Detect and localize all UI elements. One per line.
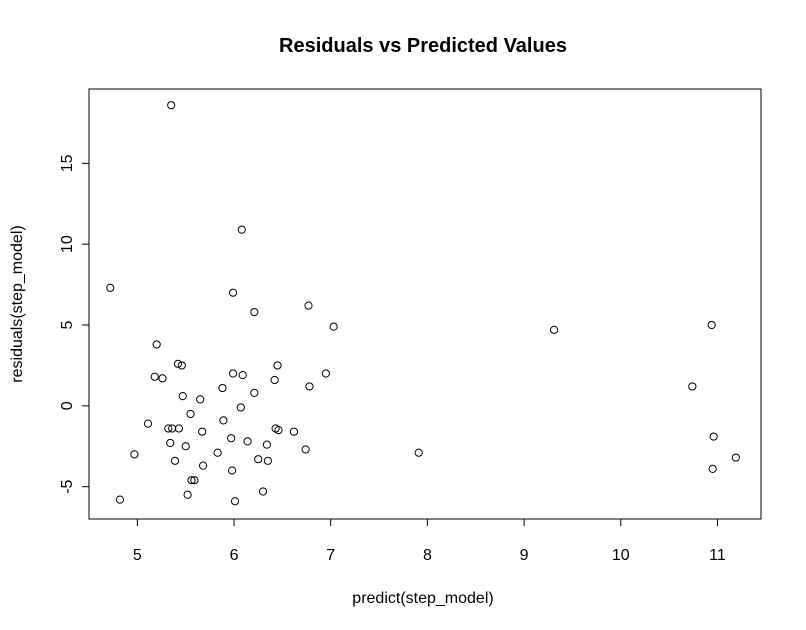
data-point <box>181 442 190 451</box>
data-point <box>115 495 125 504</box>
y-tick-label: 5 <box>59 320 76 329</box>
data-point <box>166 438 175 448</box>
data-point <box>270 375 279 385</box>
data-point <box>262 440 272 449</box>
x-tick-label: 9 <box>520 547 529 564</box>
data-points <box>106 101 740 506</box>
data-point <box>414 448 423 457</box>
data-point <box>190 476 199 485</box>
x-tick-label: 5 <box>133 547 142 564</box>
y-axis-label: residuals(step_model) <box>9 225 26 382</box>
data-point <box>173 359 183 368</box>
data-point <box>228 466 237 475</box>
x-tick-label: 7 <box>326 547 335 564</box>
data-point <box>707 320 716 330</box>
data-point <box>219 416 228 425</box>
data-point <box>305 382 314 391</box>
data-point <box>228 288 238 297</box>
data-point <box>329 322 338 331</box>
x-tick-label: 10 <box>612 547 630 564</box>
data-point <box>263 456 272 465</box>
data-point <box>106 283 115 292</box>
data-point <box>289 427 299 436</box>
data-point <box>258 487 268 496</box>
data-point <box>186 409 195 419</box>
data-point <box>143 419 153 428</box>
data-point <box>250 307 259 317</box>
data-point <box>213 448 222 457</box>
data-point <box>170 456 180 465</box>
plot-area-frame <box>88 88 762 520</box>
data-point <box>274 425 283 435</box>
data-point <box>238 371 247 380</box>
data-point <box>709 432 718 441</box>
chart-title: Residuals vs Predicted Values <box>279 35 567 57</box>
data-point <box>218 383 227 393</box>
data-point <box>273 361 282 370</box>
data-point <box>227 434 236 443</box>
data-point <box>708 464 717 473</box>
data-point <box>230 497 240 506</box>
data-point <box>321 369 330 378</box>
x-tick-label: 11 <box>709 547 726 564</box>
data-point <box>130 450 139 459</box>
data-point <box>198 461 208 470</box>
x-axis: 5 6 7 8 9 10 11 <box>133 518 726 564</box>
data-point <box>243 437 252 446</box>
y-tick-label: 0 <box>59 401 76 410</box>
data-point <box>688 382 697 391</box>
data-point <box>158 374 167 383</box>
data-point <box>164 424 173 433</box>
data-point <box>237 225 246 234</box>
x-tick-label: 6 <box>230 547 239 564</box>
data-point <box>198 427 207 436</box>
x-axis-label: predict(step_model) <box>352 590 493 607</box>
data-point <box>254 455 263 464</box>
y-tick-label: -5 <box>59 479 76 493</box>
data-point <box>187 476 196 485</box>
y-tick-label: 15 <box>59 154 76 172</box>
data-point <box>167 101 176 110</box>
data-point <box>177 361 186 370</box>
data-point <box>250 388 259 398</box>
data-point <box>152 340 161 349</box>
y-axis: -5 0 5 10 15 <box>59 154 90 494</box>
data-point <box>174 424 184 433</box>
data-point <box>549 325 559 334</box>
data-point <box>236 403 245 412</box>
data-point <box>301 445 310 454</box>
data-point <box>196 395 205 404</box>
data-point <box>183 490 192 499</box>
data-point <box>304 301 313 310</box>
data-point <box>178 392 187 401</box>
data-point <box>228 369 238 378</box>
y-tick-label: 10 <box>59 235 76 253</box>
data-point <box>731 453 740 462</box>
data-point <box>150 372 159 381</box>
x-tick-label: 8 <box>423 547 432 564</box>
